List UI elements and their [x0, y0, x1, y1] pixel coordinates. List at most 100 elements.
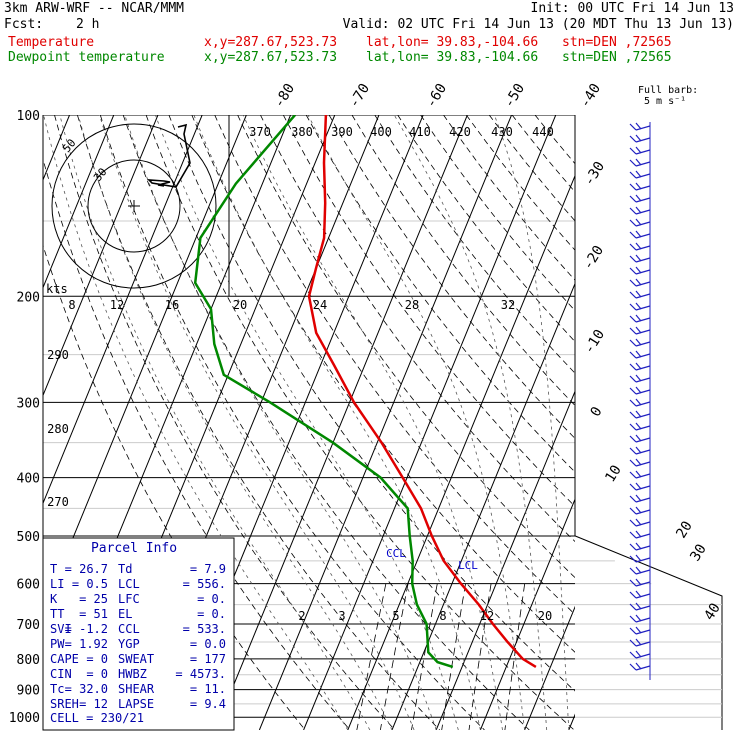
- moist-adiabat: [77, 115, 393, 730]
- barb-flag: [629, 663, 637, 671]
- barb-flag: [629, 591, 637, 599]
- barb-flag: [629, 399, 637, 407]
- parcel-key: EL: [118, 607, 132, 621]
- pressure-tick-label: 200: [17, 290, 40, 305]
- barb-shaft: [635, 245, 651, 251]
- barb-shaft: [635, 173, 651, 179]
- hodograph-speed-label: 28: [405, 298, 419, 312]
- wind-barb: [629, 266, 651, 275]
- theta-label: 280: [47, 422, 69, 436]
- parcel-value: = 4573.: [175, 667, 226, 681]
- parcel-key: HWBZ: [118, 667, 147, 681]
- temp-station: stn=DEN ,72565: [562, 35, 672, 50]
- barb-flag: [635, 218, 642, 226]
- barb-flag: [635, 230, 642, 238]
- parcel-value: = 1.92: [65, 637, 108, 651]
- isotherm-label: 20: [673, 518, 696, 541]
- barb-flag: [629, 231, 637, 239]
- wind-barb: [629, 542, 651, 551]
- isotherm-label: 40: [701, 600, 724, 623]
- parcel-key: LCL: [118, 577, 140, 591]
- mixing-ratio-label: 8: [439, 609, 446, 623]
- wind-barb: [629, 638, 651, 647]
- valid-time: Valid: 02 UTC Fri 14 Jun 13 (20 MDT Thu …: [342, 17, 734, 32]
- barb-flag: [629, 219, 637, 227]
- barb-shaft: [635, 437, 651, 443]
- barb-flag: [629, 291, 637, 299]
- barb-flag: [635, 122, 642, 130]
- parcel-value: = 177: [190, 652, 226, 666]
- pressure-tick-label: 100: [17, 109, 40, 124]
- moist-adiabat: [43, 115, 349, 730]
- parcel-value: = 533.: [183, 622, 226, 636]
- dry-adiabat: [145, 115, 575, 730]
- dry-adiabat: [282, 115, 575, 507]
- barb-shaft: [635, 341, 651, 347]
- wind-barbs: Full barb:5 m s⁻¹: [629, 85, 698, 680]
- parcel-key: SHEAR: [118, 682, 155, 696]
- hodograph-speed-label: 16: [165, 298, 179, 312]
- dry-adiabat: [328, 115, 575, 439]
- wind-barb: [629, 254, 651, 263]
- isotherm-label: -40: [577, 81, 604, 111]
- isotherm: [524, 605, 575, 730]
- barb-legend-title: Full barb:: [638, 85, 698, 96]
- parcel-value: = -1.2: [65, 622, 108, 636]
- barb-flag: [635, 398, 642, 406]
- barb-flag: [635, 170, 642, 178]
- barb-flag: [635, 578, 642, 586]
- barb-flag: [635, 638, 642, 646]
- moist-adiabat: [242, 115, 503, 730]
- barb-shaft: [635, 401, 651, 407]
- pressure-tick-label: 900: [17, 684, 40, 699]
- parcel-value: = 0: [86, 667, 108, 681]
- wind-barb: [629, 470, 651, 479]
- barb-flag: [629, 195, 637, 203]
- barb-shaft: [635, 389, 651, 395]
- isotherm: [479, 497, 575, 730]
- wind-barb: [629, 182, 651, 191]
- barb-shaft: [635, 593, 651, 599]
- barb-flag: [629, 603, 637, 611]
- barb-shaft: [635, 353, 651, 359]
- barb-flag: [629, 147, 637, 155]
- barb-flag: [629, 483, 637, 491]
- barb-flag: [629, 363, 637, 371]
- dry-adiabat: [420, 115, 575, 312]
- barb-shaft: [635, 425, 651, 431]
- parcel-key: CIN: [50, 667, 72, 681]
- parcel-value: = 26.7: [65, 562, 108, 576]
- isotherm: [391, 282, 575, 730]
- barb-flag: [635, 602, 642, 610]
- barb-flag: [635, 338, 642, 346]
- hodograph-speed-label: 32: [501, 298, 515, 312]
- hodograph-ring-label: 50: [60, 136, 78, 155]
- pressure-tick-label: 300: [17, 396, 40, 411]
- dry-adiabat: [191, 115, 575, 653]
- barb-shaft: [635, 293, 651, 299]
- barb-shaft: [635, 305, 651, 311]
- barb-flag: [629, 243, 637, 251]
- parcel-value: = 556.: [183, 577, 226, 591]
- barb-flag: [635, 374, 642, 382]
- barb-shaft: [635, 617, 651, 623]
- dry-adiabat: [397, 115, 575, 343]
- wind-barb: [629, 566, 651, 575]
- parcel-key: K: [50, 592, 58, 606]
- wind-barb: [629, 146, 651, 155]
- barb-shaft: [635, 377, 651, 383]
- isotherm-label: -30: [581, 159, 608, 189]
- pressure-tick-label: 400: [17, 472, 40, 487]
- theta-label: 270: [47, 495, 69, 509]
- barb-shaft: [635, 641, 651, 647]
- mixing-ratio-line: [356, 583, 387, 730]
- barb-flag: [635, 362, 642, 370]
- isotherm: [214, 115, 468, 730]
- barb-flag: [629, 255, 637, 263]
- wind-barb: [629, 410, 651, 419]
- mixing-ratio-line: [411, 583, 438, 730]
- dry-adiabat: [77, 115, 440, 730]
- barb-flag: [629, 495, 637, 503]
- parcel-key: SWEAT: [118, 652, 154, 666]
- wind-barb: [629, 662, 651, 671]
